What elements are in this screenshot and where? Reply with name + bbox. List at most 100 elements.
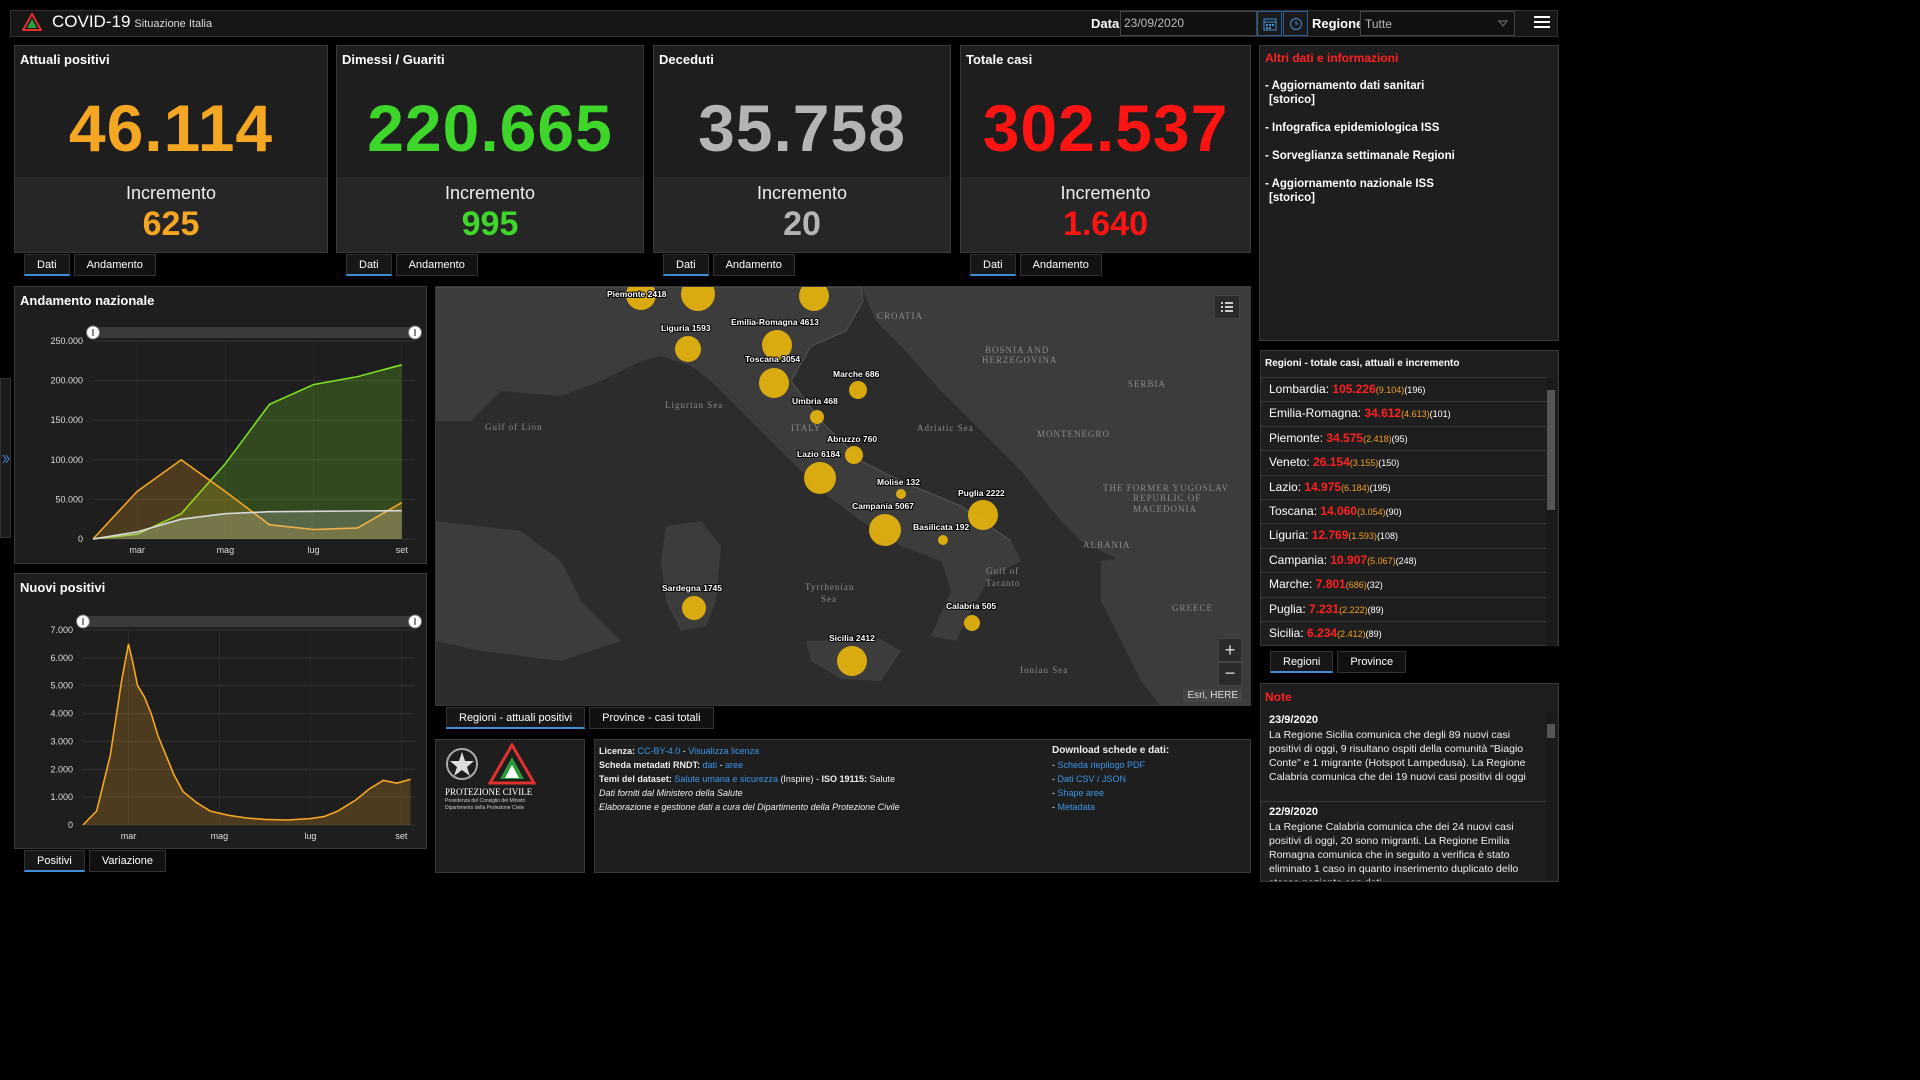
tab-andamento[interactable]: Andamento bbox=[395, 254, 478, 276]
map-bubble[interactable] bbox=[849, 381, 867, 399]
kpi-title: Totale casi bbox=[966, 52, 1033, 67]
logos-panel: PROTEZIONE CIVILE Presidenza del Consigl… bbox=[435, 739, 585, 873]
map-place-label: REPUBLIC OF bbox=[1133, 493, 1201, 503]
download-pdf-link[interactable]: Scheda riepilogo PDF bbox=[1057, 760, 1146, 770]
tab-positivi[interactable]: Positivi bbox=[24, 850, 85, 872]
download-shape-link[interactable]: Shape aree bbox=[1057, 788, 1105, 798]
map-bubble[interactable] bbox=[869, 514, 901, 546]
map-place-label: MONTENEGRO bbox=[1037, 429, 1110, 439]
range-slider-track[interactable] bbox=[93, 327, 415, 338]
series-line[interactable] bbox=[92, 364, 403, 540]
map-bubble[interactable] bbox=[938, 535, 948, 545]
info-link-iss[interactable]: - Aggiornamento nazionale ISS [storico] bbox=[1265, 178, 1434, 204]
y-tick-label: 1.000 bbox=[50, 792, 73, 802]
region-select[interactable]: Tutte bbox=[1360, 11, 1515, 36]
download-metadata-link[interactable]: Metadata bbox=[1057, 802, 1096, 812]
meta-aree-link[interactable]: aree bbox=[725, 760, 744, 770]
map-bubble[interactable] bbox=[799, 287, 829, 311]
chart-nuovi-positivi[interactable]: 7.000 6.000 5.000 4.000 3.000 2.000 1.000 0 mar m… bbox=[15, 574, 428, 850]
x-tick-label: mar bbox=[129, 545, 145, 555]
tab-andamento[interactable]: Andamento bbox=[1019, 254, 1102, 276]
y-tick-label: 50.000 bbox=[55, 494, 83, 504]
temi-link[interactable]: Salute umana e sicurezza bbox=[674, 774, 778, 784]
region-row[interactable]: Emilia-Romagna: 34.612(4.613)(101) bbox=[1261, 401, 1546, 425]
notes-scrollbar[interactable] bbox=[1546, 712, 1556, 880]
tab-dati[interactable]: Dati bbox=[970, 254, 1016, 276]
zoom-out-icon[interactable]: − bbox=[1218, 662, 1242, 686]
kpi-inc-value: 1.640 bbox=[1062, 205, 1149, 243]
tab-province-casi[interactable]: Province - casi totali bbox=[589, 707, 714, 729]
map-place-label: THE FORMER YUGOSLAV bbox=[1103, 483, 1229, 493]
tab-regioni[interactable]: Regioni bbox=[1270, 651, 1334, 673]
region-row[interactable]: Liguria: 12.769(1.593)(108) bbox=[1261, 523, 1546, 547]
region-row[interactable]: Lombardia: 105.226(9.104)(196) bbox=[1261, 377, 1546, 401]
date-input[interactable]: 23/09/2020 bbox=[1120, 11, 1257, 36]
map-bubble[interactable] bbox=[675, 336, 701, 362]
zoom-in-icon[interactable]: + bbox=[1218, 638, 1242, 662]
app-title: COVID-19 Situazione Italia bbox=[52, 12, 213, 31]
tab-dati[interactable]: Dati bbox=[663, 254, 709, 276]
region-row[interactable]: Marche: 7.801(686)(32) bbox=[1261, 572, 1546, 596]
map-region-label: Puglia 2222 bbox=[958, 488, 1005, 498]
region-row[interactable]: Campania: 10.907(5.067)(248) bbox=[1261, 547, 1546, 572]
map-bubble[interactable] bbox=[968, 500, 998, 530]
license-link[interactable]: CC-BY-4.0 bbox=[637, 746, 681, 756]
map-attribution: Esri, HERE bbox=[1183, 689, 1242, 702]
series-line[interactable] bbox=[82, 643, 411, 826]
info-link-infografica[interactable]: - Infografica epidemiologica ISS bbox=[1265, 122, 1440, 134]
series-line[interactable] bbox=[92, 509, 402, 540]
chart-andamento-nazionale[interactable]: 250.000 200.000 150.000 100.000 50.000 0 mar ma… bbox=[15, 287, 428, 565]
series-line[interactable] bbox=[92, 458, 403, 540]
map-bubble[interactable] bbox=[681, 287, 715, 311]
map-bubble[interactable] bbox=[845, 446, 863, 464]
pc-name: PROTEZIONE CIVILE bbox=[445, 787, 533, 797]
y-tick-label: 150.000 bbox=[50, 415, 83, 425]
range-slider-track[interactable] bbox=[83, 616, 415, 627]
map-region-label: Calabria 505 bbox=[946, 601, 996, 611]
tab-andamento[interactable]: Andamento bbox=[712, 254, 795, 276]
map-region-label: Toscana 3054 bbox=[745, 354, 800, 364]
tab-andamento[interactable]: Andamento bbox=[73, 254, 156, 276]
kpi-inc-value: 20 bbox=[783, 205, 821, 243]
download-csv-link[interactable]: Dati CSV / JSON bbox=[1057, 774, 1127, 784]
legend-list-icon[interactable] bbox=[1214, 295, 1240, 319]
map-bubble[interactable] bbox=[896, 489, 906, 499]
menu-icon[interactable] bbox=[1534, 15, 1550, 29]
map-region-label: Campania 5067 bbox=[852, 501, 914, 511]
tab-variazione[interactable]: Variazione bbox=[88, 850, 167, 872]
tab-province[interactable]: Province bbox=[1337, 651, 1407, 673]
map-place-label: SERBIA bbox=[1128, 379, 1166, 389]
region-row[interactable]: Lazio: 14.975(6.184)(195) bbox=[1261, 474, 1546, 499]
info-link-sorveglianza[interactable]: - Sorveglianza settimanale Regioni bbox=[1265, 150, 1455, 162]
map-bubble[interactable] bbox=[762, 330, 792, 360]
sidebar-collapse-handle[interactable] bbox=[0, 378, 11, 538]
map-bubble[interactable] bbox=[682, 596, 706, 620]
map-bubble[interactable] bbox=[837, 646, 867, 676]
tab-regioni-attuali[interactable]: Regioni - attuali positivi bbox=[446, 707, 586, 729]
map-region-label: Sicilia 2412 bbox=[829, 633, 875, 643]
map-bubble[interactable] bbox=[810, 410, 824, 424]
clock-icon[interactable] bbox=[1283, 11, 1308, 36]
region-row[interactable]: Sicilia: 6.234(2.412)(89) bbox=[1261, 621, 1546, 645]
map-place-label: GREECE bbox=[1172, 603, 1213, 613]
region-row[interactable]: Piemonte: 34.575(2.418)(95) bbox=[1261, 425, 1546, 450]
map-bubble[interactable] bbox=[804, 462, 836, 494]
region-row[interactable]: Toscana: 14.060(3.054)(90) bbox=[1261, 499, 1546, 523]
region-row[interactable]: Puglia: 7.231(2.222)(89) bbox=[1261, 596, 1546, 621]
calendar-icon[interactable] bbox=[1257, 11, 1282, 36]
info-panel: Altri dati e informazioni - Aggiornament… bbox=[1259, 45, 1559, 341]
tab-dati[interactable]: Dati bbox=[346, 254, 392, 276]
map-bubble[interactable] bbox=[626, 287, 656, 310]
meta-dati-link[interactable]: dati bbox=[702, 760, 718, 770]
map-bubble[interactable] bbox=[759, 368, 789, 398]
map-view[interactable]: CROATIA BOSNIA AND HERZEGOVINA SERBIA MONTEN… bbox=[435, 286, 1251, 706]
y-tick-label: 6.000 bbox=[50, 653, 73, 663]
view-license-link[interactable]: Visualizza licenza bbox=[688, 746, 760, 756]
map-bubble[interactable] bbox=[964, 615, 980, 631]
tab-dati[interactable]: Dati bbox=[24, 254, 70, 276]
region-row[interactable]: Veneto: 26.154(3.155)(150) bbox=[1261, 450, 1546, 474]
map-place-label: CROATIA bbox=[877, 311, 923, 321]
x-tick-label: mag bbox=[217, 545, 235, 555]
regions-scrollbar[interactable] bbox=[1546, 378, 1556, 646]
info-link-dati-sanitari[interactable]: - Aggiornamento dati sanitari [storico] bbox=[1265, 80, 1425, 106]
